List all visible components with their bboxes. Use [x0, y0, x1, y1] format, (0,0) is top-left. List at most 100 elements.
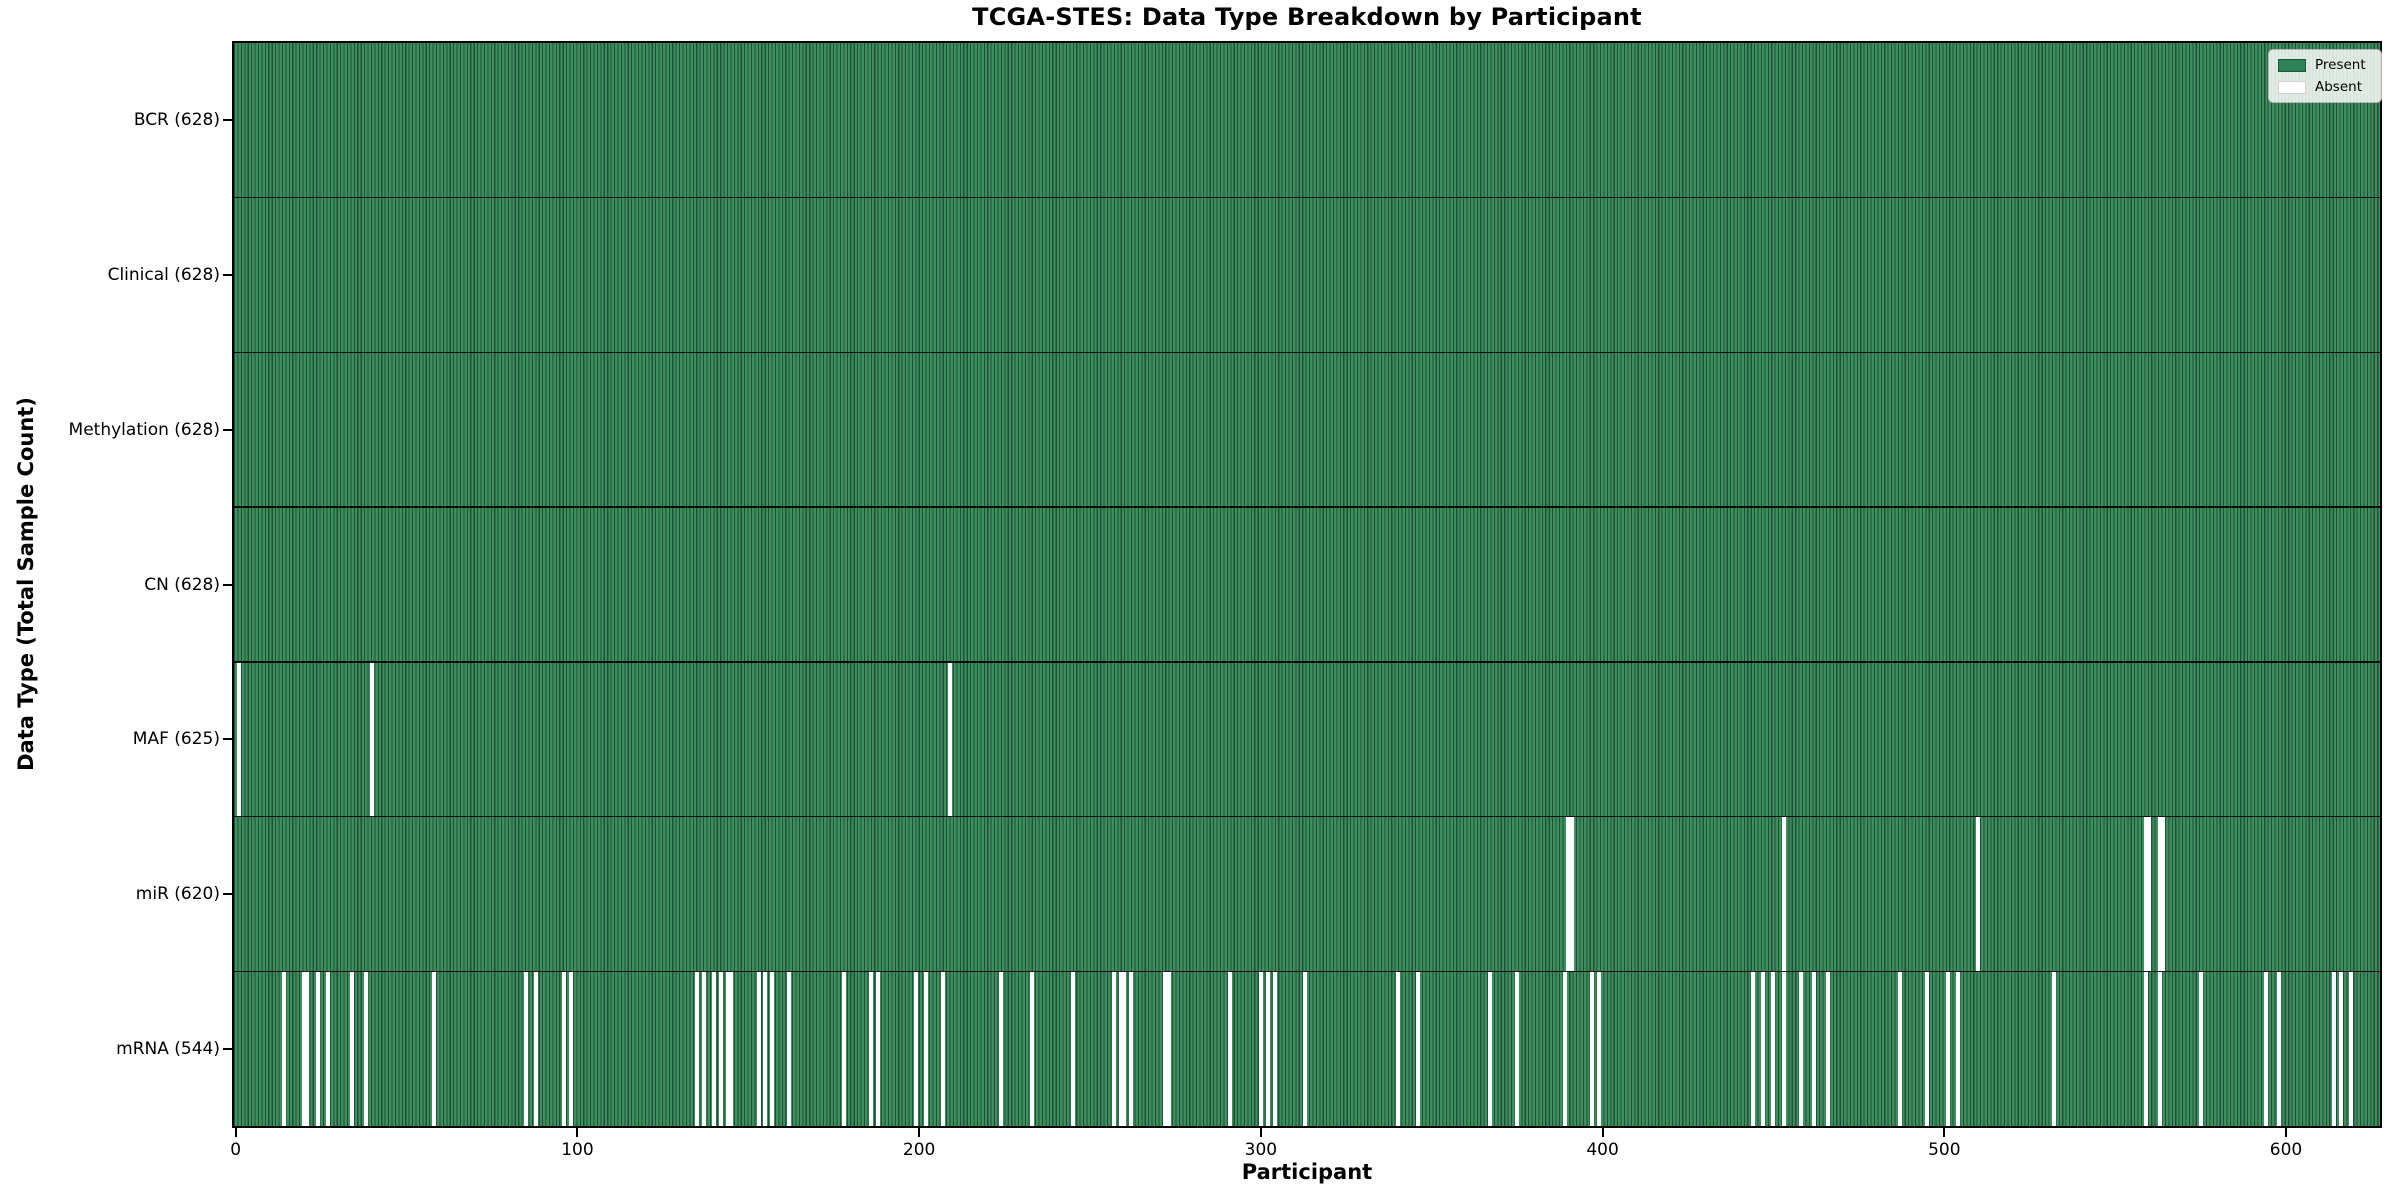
y-tick-label-mRNA: mRNA (544)	[116, 1038, 220, 1059]
absent-gap-mRNA-140	[712, 971, 717, 1126]
absent-gap-mRNA-453	[1781, 971, 1786, 1126]
absent-gap-mRNA-399	[1597, 971, 1602, 1126]
absent-gap-mRNA-273	[1166, 971, 1171, 1126]
absent-gap-mRNA-259	[1118, 971, 1123, 1126]
y-tick-label-Clinical: Clinical (628)	[107, 265, 220, 286]
absent-gap-mRNA-98	[568, 971, 573, 1126]
absent-gap-mRNA-260	[1122, 971, 1127, 1126]
absent-gap-mRNA-594	[2263, 971, 2268, 1126]
rows-container	[234, 43, 2380, 1126]
absent-gap-mRNA-34	[349, 971, 354, 1126]
absent-gap-mRNA-563	[2157, 971, 2162, 1126]
absent-gap-mRNA-575	[2198, 971, 2203, 1126]
absent-gap-mRNA-153	[756, 971, 761, 1126]
legend: Present Absent	[2268, 49, 2382, 103]
absent-gap-mRNA-389	[1562, 971, 1567, 1126]
x-tick-label-600: 600	[2269, 1140, 2303, 1160]
x-tick-mark	[576, 1128, 579, 1137]
absent-gap-mRNA-340	[1395, 971, 1400, 1126]
legend-swatch-present	[2278, 58, 2306, 72]
absent-gap-mRNA-245	[1070, 971, 1075, 1126]
legend-label-present: Present	[2315, 57, 2366, 73]
absent-gap-mRNA-300	[1258, 971, 1263, 1126]
legend-label-absent: Absent	[2315, 79, 2362, 95]
absent-gap-mRNA-304	[1272, 971, 1277, 1126]
row-separator	[234, 970, 2380, 973]
row-separator	[234, 196, 2380, 199]
absent-gap-miR-510	[1976, 816, 1981, 972]
absent-gap-miR-391	[1569, 816, 1574, 972]
row-BCR	[234, 43, 2380, 198]
row-CN	[234, 507, 2380, 662]
absent-gap-MAF-1	[237, 661, 242, 817]
x-tick-mark	[1259, 1128, 1262, 1137]
absent-gap-mRNA-162	[787, 971, 792, 1126]
x-tick-mark	[918, 1128, 921, 1137]
absent-gap-mRNA-157	[770, 971, 775, 1126]
row-MAF	[234, 661, 2380, 817]
absent-gap-mRNA-367	[1487, 971, 1492, 1126]
absent-gap-mRNA-155	[763, 971, 768, 1126]
row-mRNA	[234, 971, 2380, 1126]
absent-gap-MAF-40	[370, 661, 375, 817]
absent-gap-mRNA-145	[729, 971, 734, 1126]
y-tick-label-BCR: BCR (628)	[133, 110, 220, 131]
absent-gap-mRNA-88	[534, 971, 539, 1126]
absent-gap-mRNA-495	[1925, 971, 1930, 1126]
absent-gap-mRNA-24	[315, 971, 320, 1126]
absent-gap-mRNA-257	[1111, 971, 1116, 1126]
y-tick-label-CN: CN (628)	[144, 574, 220, 595]
row-Clinical	[234, 198, 2380, 353]
absent-gap-mRNA-501	[1945, 971, 1950, 1126]
absent-gap-mRNA-504	[1955, 971, 1960, 1126]
absent-gap-mRNA-397	[1590, 971, 1595, 1126]
absent-gap-mRNA-14	[281, 971, 286, 1126]
absent-gap-mRNA-199	[913, 971, 918, 1126]
absent-gap-mRNA-598	[2277, 971, 2282, 1126]
absent-gap-mRNA-224	[999, 971, 1004, 1126]
x-tick-label-100: 100	[561, 1140, 594, 1160]
absent-gap-mRNA-614	[2331, 971, 2336, 1126]
absent-gap-mRNA-27	[325, 971, 330, 1126]
x-axis-label: Participant	[1241, 1160, 1373, 1184]
row-separator	[234, 351, 2380, 354]
y-tick-mark	[223, 892, 232, 895]
absent-gap-mRNA-487	[1897, 971, 1902, 1126]
absent-gap-miR-390	[1566, 816, 1571, 972]
absent-gap-miR-563	[2157, 816, 2162, 972]
absent-gap-mRNA-346	[1416, 971, 1421, 1126]
absent-gap-mRNA-313	[1303, 971, 1308, 1126]
x-tick-mark	[234, 1128, 237, 1137]
absent-gap-mRNA-85	[524, 971, 529, 1126]
absent-gap-mRNA-96	[561, 971, 566, 1126]
absent-gap-mRNA-262	[1129, 971, 1133, 1126]
absent-gap-miR-564	[2161, 816, 2165, 972]
x-tick-label-500: 500	[1928, 1140, 1961, 1160]
y-tick-mark	[223, 119, 232, 122]
absent-gap-mRNA-291	[1228, 971, 1233, 1126]
x-tick-mark	[2285, 1128, 2288, 1137]
absent-gap-MAF-209	[947, 661, 952, 817]
absent-gap-mRNA-142	[718, 971, 723, 1126]
absent-gap-mRNA-616	[2338, 971, 2343, 1126]
absent-gap-mRNA-450	[1771, 971, 1776, 1126]
row-miR	[234, 816, 2380, 972]
y-tick-mark	[223, 738, 232, 741]
x-tick-label-400: 400	[1586, 1140, 1619, 1160]
absent-gap-mRNA-20	[302, 971, 307, 1126]
legend-entry-absent: Absent	[2278, 79, 2372, 95]
x-tick-mark	[1943, 1128, 1946, 1137]
row-separator	[234, 506, 2380, 508]
y-tick-mark	[223, 583, 232, 586]
y-tick-mark	[223, 428, 232, 431]
x-tick-label-200: 200	[902, 1140, 936, 1160]
absent-gap-mRNA-233	[1029, 971, 1034, 1126]
absent-gap-mRNA-532	[2051, 971, 2056, 1126]
y-tick-label-MAF: MAF (625)	[132, 729, 220, 750]
absent-gap-mRNA-375	[1515, 971, 1520, 1126]
absent-gap-mRNA-458	[1798, 971, 1803, 1126]
absent-gap-mRNA-302	[1265, 971, 1270, 1126]
x-tick-label-300: 300	[1244, 1140, 1278, 1160]
legend-entry-present: Present	[2278, 57, 2372, 73]
